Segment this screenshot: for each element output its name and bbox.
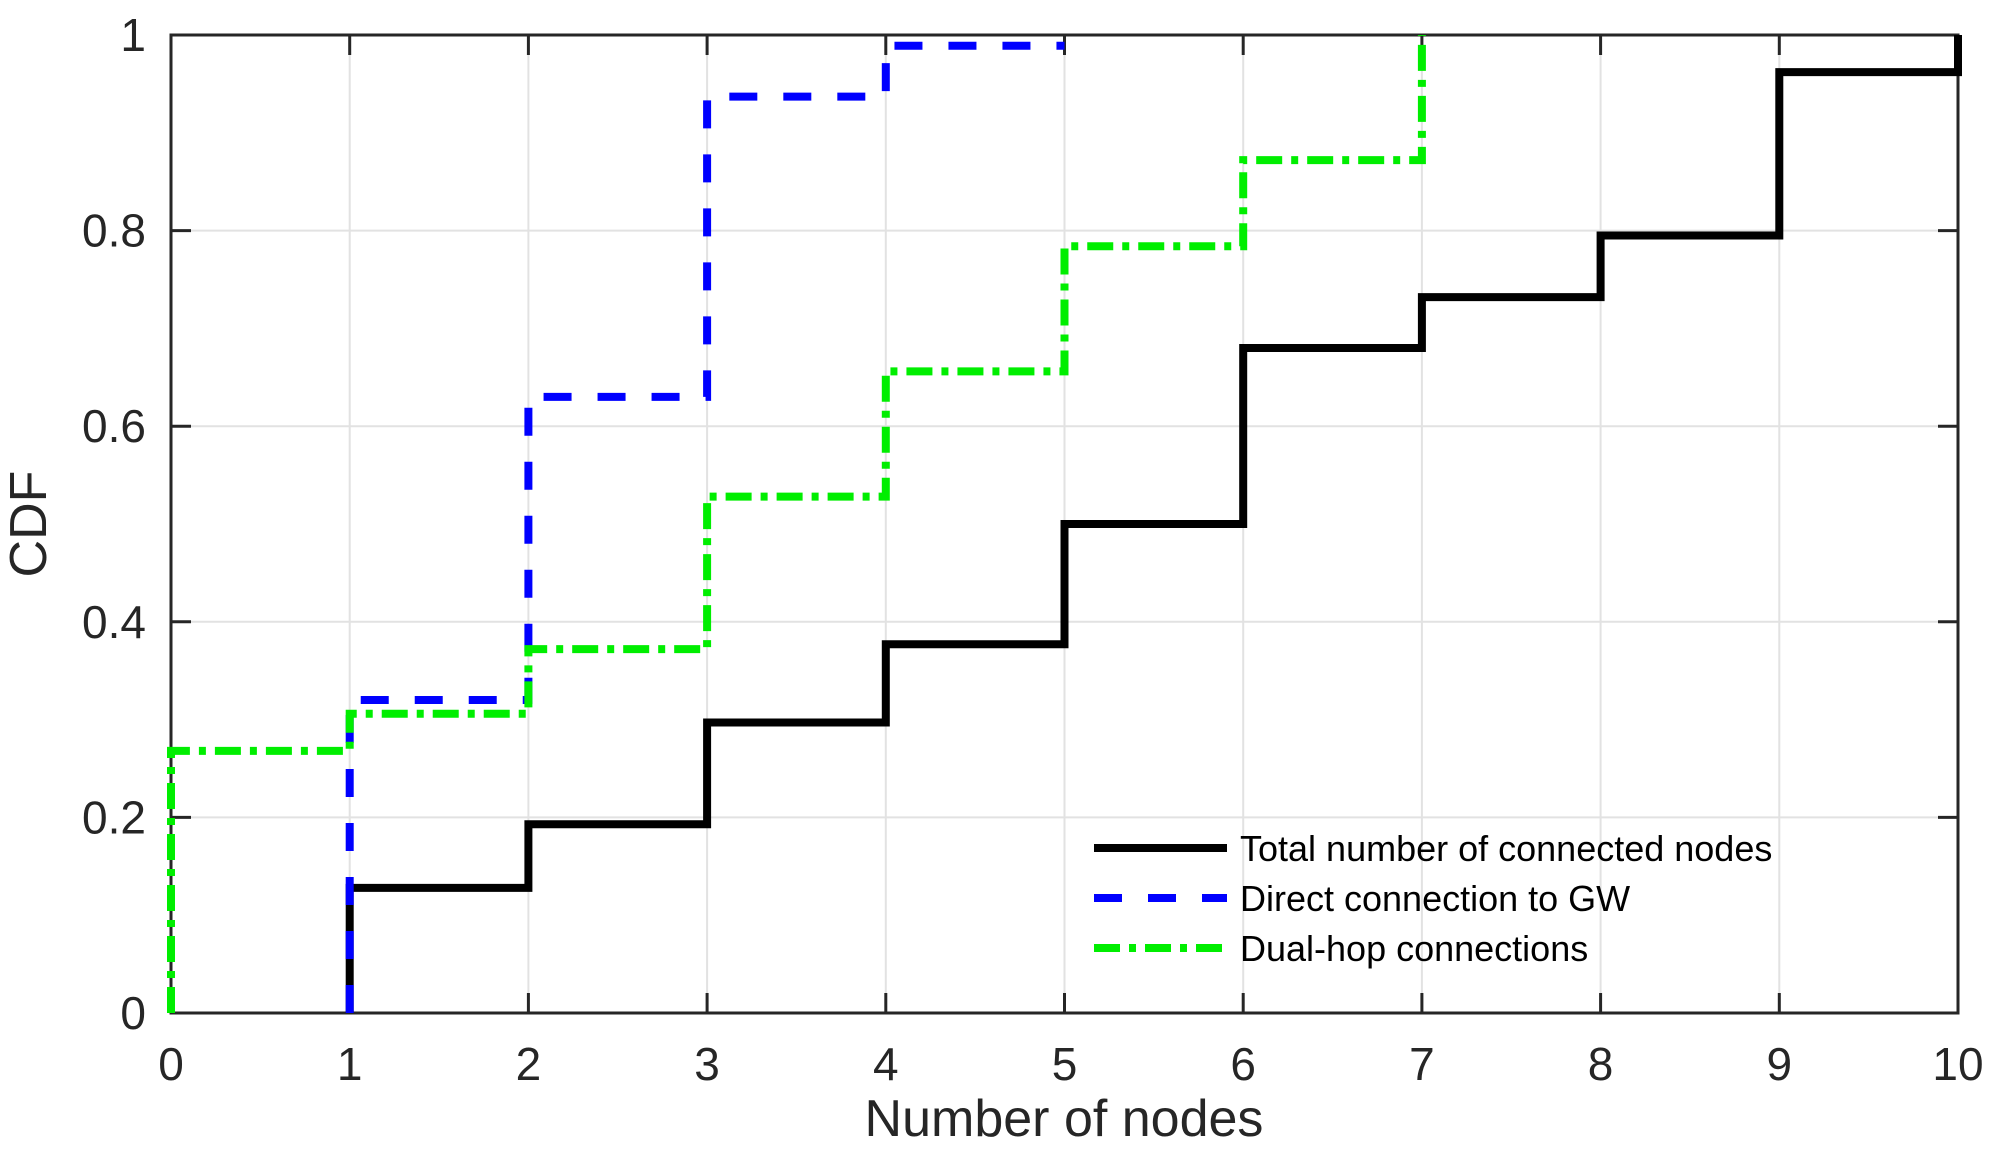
y-tick-label: 1 [120, 9, 146, 61]
x-tick-label: 3 [694, 1038, 720, 1090]
x-tick-label: 2 [516, 1038, 542, 1090]
y-tick-label: 0.6 [82, 400, 146, 452]
x-tick-label: 4 [873, 1038, 899, 1090]
x-tick-label: 5 [1052, 1038, 1078, 1090]
x-tick-label: 10 [1932, 1038, 1983, 1090]
y-axis-label: CDF [0, 471, 58, 578]
legend-label-dual-hop-connections: Dual-hop connections [1240, 928, 1588, 969]
series-layer [167, 35, 1962, 1013]
series-total-number-of-connected-nodes [345, 35, 1962, 1013]
axes-layer: 0 1 2 3 4 5 6 7 8 9 10 0 0.2 0.4 0.6 0.8 1 [82, 9, 1984, 1090]
series-direct-connection-to-gw [345, 41, 1065, 1013]
legend-label-direct-connection-to-gw: Direct connection to GW [1240, 878, 1630, 919]
x-tick-label: 1 [337, 1038, 363, 1090]
legend-label-total-number-of-connected-nodes: Total number of connected nodes [1240, 828, 1772, 869]
y-tick-label: 0.2 [82, 791, 146, 843]
y-tick-label: 0.4 [82, 596, 146, 648]
x-tick-label: 6 [1230, 1038, 1256, 1090]
legend: Total number of connected nodes Direct co… [1094, 828, 1772, 969]
x-tick-label: 0 [158, 1038, 184, 1090]
y-tick-label: 0.8 [82, 205, 146, 257]
x-tick-label: 8 [1588, 1038, 1614, 1090]
x-axis-label: Number of nodes [865, 1090, 1264, 1148]
y-tick-label: 0 [120, 987, 146, 1039]
x-tick-label: 9 [1767, 1038, 1793, 1090]
x-tick-label: 7 [1409, 1038, 1435, 1090]
series-dual-hop-connections [167, 35, 1426, 1013]
